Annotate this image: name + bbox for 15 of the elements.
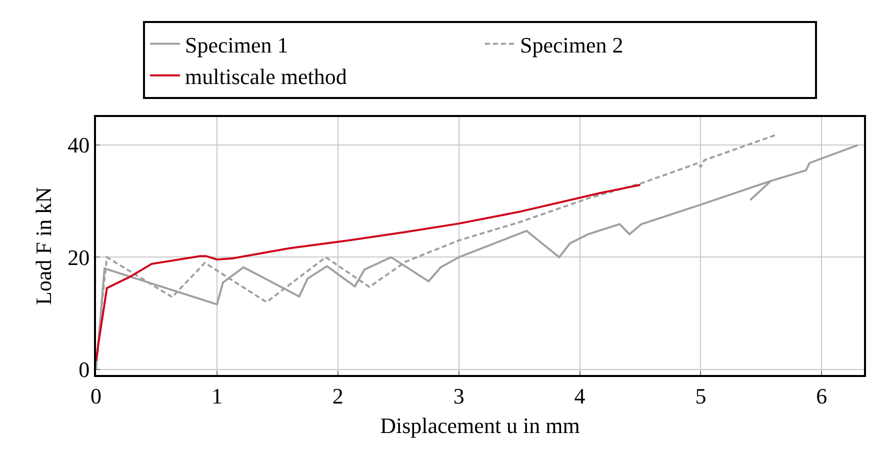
y-tick-label: 40 (68, 132, 90, 158)
x-tick-label: 4 (574, 383, 586, 408)
x-tick-label: 2 (332, 383, 344, 408)
y-axis-title: Load F in kN (30, 186, 56, 305)
x-tick-label: 3 (453, 383, 464, 408)
legend-label: Specimen 1 (185, 32, 288, 58)
x-tick-label: 5 (695, 383, 706, 408)
legend-label: Specimen 2 (520, 32, 624, 58)
x-tick-label: 1 (211, 383, 222, 408)
legend-label: multiscale method (185, 64, 347, 89)
line-series (96, 184, 642, 362)
x-axis-title: Displacement u in mm (380, 412, 580, 438)
y-tick-label: 20 (68, 244, 90, 270)
y-tick-label: 0 (78, 357, 90, 382)
x-tick-label: 6 (816, 383, 828, 408)
